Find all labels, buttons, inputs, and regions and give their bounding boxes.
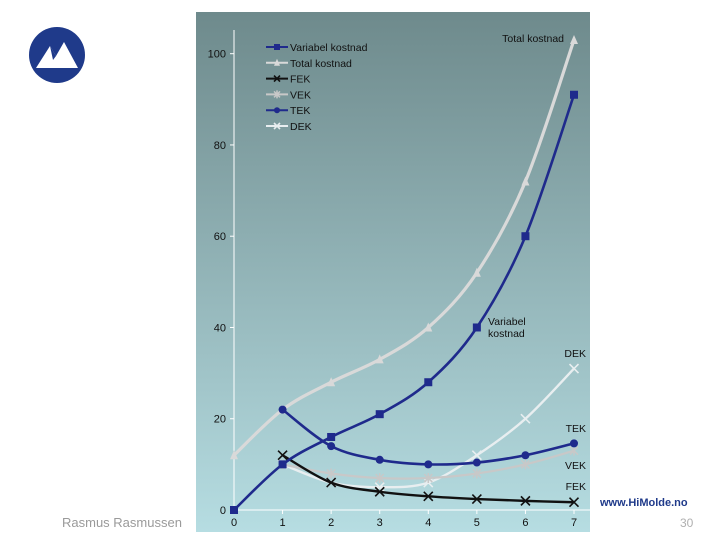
fek-point bbox=[471, 493, 482, 505]
legend-marker bbox=[274, 58, 280, 66]
annotation-dek: DEK bbox=[564, 348, 586, 360]
annotation-variable-cost: Variabel bbox=[488, 316, 526, 328]
x-tick-label: 1 bbox=[280, 517, 286, 529]
tek-point bbox=[327, 442, 336, 451]
legend-marker bbox=[273, 122, 281, 130]
vek-point bbox=[375, 473, 385, 484]
total-cost-point bbox=[472, 267, 481, 277]
page-number: 30 bbox=[680, 516, 694, 530]
variable-cost-point bbox=[327, 432, 336, 441]
plot-background bbox=[196, 12, 590, 532]
y-tick-label: 60 bbox=[214, 231, 226, 243]
tek-point bbox=[375, 455, 384, 464]
legend-marker bbox=[273, 75, 281, 83]
legend-marker bbox=[273, 90, 281, 99]
y-tick-label: 20 bbox=[214, 414, 226, 426]
y-tick-label: 80 bbox=[214, 140, 226, 152]
legend-label-total-cost: Total kostnad bbox=[290, 58, 352, 70]
legend-label-variable-cost: Variabel kostnad bbox=[290, 42, 368, 54]
x-tick-label: 4 bbox=[425, 517, 431, 529]
annotation-variable-cost-line2: kostnad bbox=[488, 328, 525, 340]
fek-point bbox=[374, 486, 385, 497]
variable-cost-point bbox=[570, 90, 578, 99]
series-tek bbox=[278, 405, 578, 469]
total-cost-point bbox=[375, 354, 384, 364]
logo bbox=[28, 26, 86, 89]
variable-cost-point bbox=[472, 323, 481, 332]
dek-point bbox=[471, 450, 482, 461]
tek-point bbox=[278, 405, 287, 414]
annotation-tek: TEK bbox=[566, 423, 586, 435]
dek-point bbox=[568, 363, 580, 374]
vek-point bbox=[520, 459, 530, 470]
variable-cost-point bbox=[521, 232, 530, 241]
series-fek bbox=[277, 450, 580, 508]
series-variable-cost bbox=[230, 90, 578, 514]
vek-point bbox=[326, 468, 336, 479]
annotation-vek: VEK bbox=[565, 460, 586, 472]
vek-point bbox=[472, 468, 482, 479]
y-tick-label: 100 bbox=[208, 49, 226, 61]
legend-marker bbox=[274, 44, 280, 50]
legend-marker bbox=[274, 107, 280, 114]
fek-point bbox=[423, 491, 434, 502]
vek-point bbox=[423, 473, 433, 484]
annotation-fek: FEK bbox=[566, 481, 586, 493]
variable-cost-point bbox=[424, 378, 433, 387]
variable-cost-point bbox=[278, 460, 287, 469]
series-total-cost bbox=[230, 35, 578, 460]
fek-point bbox=[326, 477, 337, 488]
x-tick-label: 3 bbox=[377, 517, 383, 529]
annotation-total-cost: Total kostnad bbox=[502, 33, 564, 45]
dek-point bbox=[520, 413, 531, 424]
y-tick-label: 40 bbox=[214, 322, 226, 334]
total-cost-point bbox=[570, 35, 578, 44]
legend-label-dek: DEK bbox=[290, 121, 312, 133]
x-tick-label: 2 bbox=[328, 517, 334, 529]
author-name: Rasmus Rasmussen bbox=[62, 515, 182, 530]
y-tick-label: 0 bbox=[220, 505, 226, 517]
tek-point bbox=[424, 460, 433, 469]
x-tick-label: 0 bbox=[231, 517, 237, 529]
x-tick-label: 6 bbox=[522, 517, 528, 529]
mountain-logo-icon bbox=[29, 27, 85, 83]
fek-point bbox=[277, 450, 288, 461]
tek-point bbox=[521, 451, 530, 460]
tek-point bbox=[570, 439, 578, 448]
legend-label-vek: VEK bbox=[290, 89, 311, 101]
website-link[interactable]: www.HiMolde.no bbox=[600, 497, 688, 509]
variable-cost-point bbox=[230, 506, 238, 514]
total-cost-point bbox=[230, 450, 238, 460]
fek-point bbox=[568, 497, 580, 508]
x-tick-label: 7 bbox=[571, 517, 577, 529]
variable-cost-point bbox=[375, 410, 384, 419]
x-tick-label: 5 bbox=[474, 517, 480, 529]
fek-point bbox=[520, 495, 531, 506]
tek-point bbox=[472, 458, 481, 467]
legend-label-tek: TEK bbox=[290, 105, 310, 117]
total-cost-point bbox=[424, 322, 433, 332]
legend-label-fek: FEK bbox=[290, 74, 310, 86]
total-cost-point bbox=[521, 176, 530, 186]
total-cost-point bbox=[327, 377, 336, 387]
